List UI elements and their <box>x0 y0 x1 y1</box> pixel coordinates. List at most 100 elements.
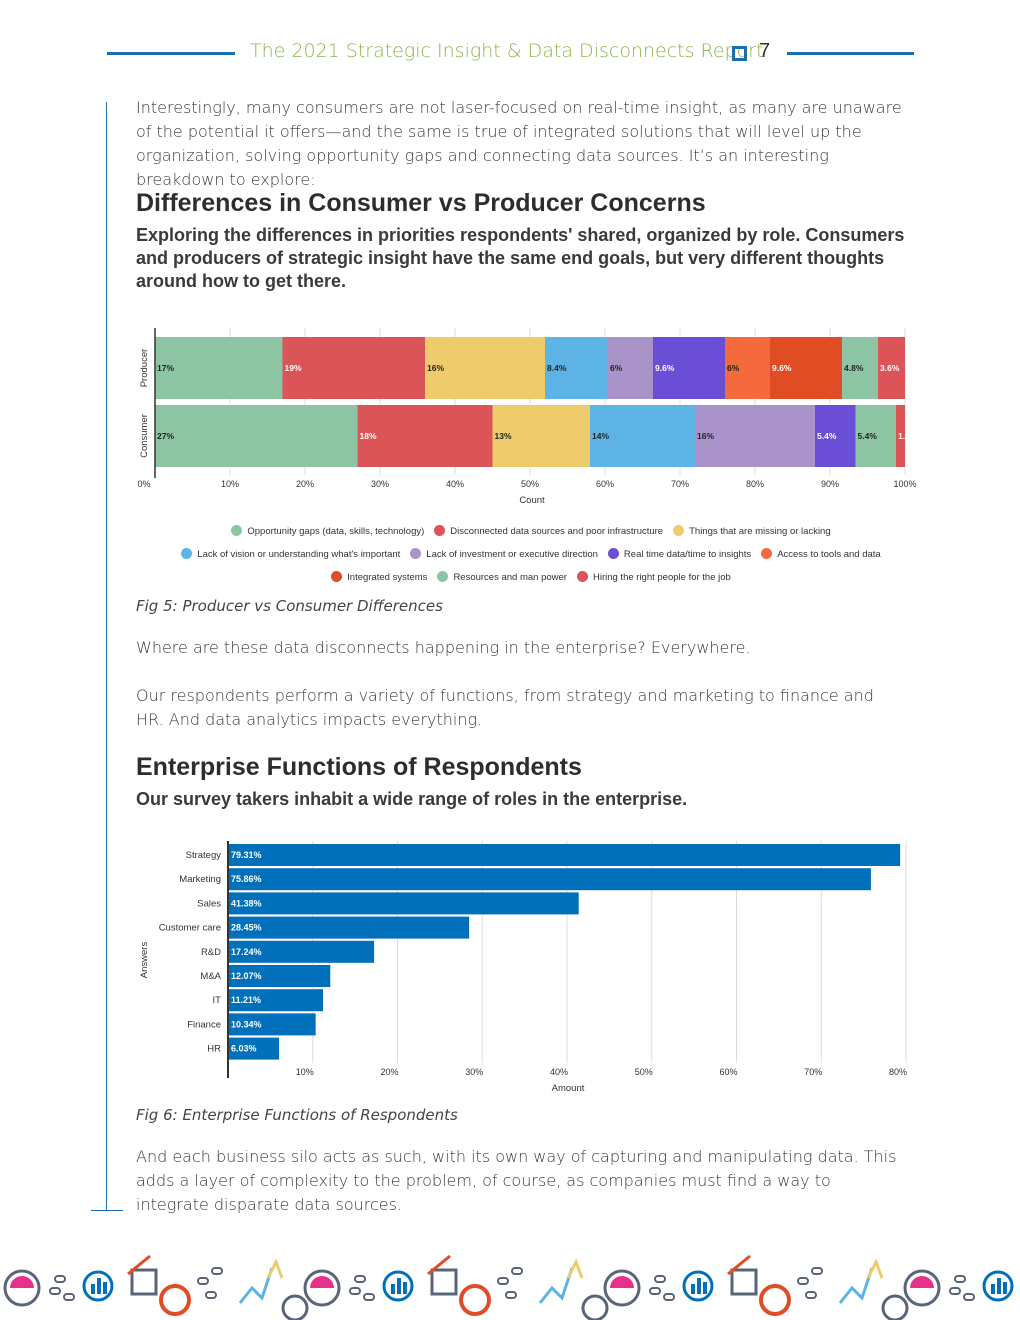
segment-value-label: 5.4% <box>817 431 837 441</box>
legend-dot-icon <box>181 548 193 559</box>
segment-value-label: 13% <box>495 431 512 441</box>
bar <box>229 868 871 891</box>
segment-value-label: 9.6% <box>772 363 792 373</box>
bar <box>229 844 901 866</box>
segment-value-label: 3.6% <box>880 363 900 373</box>
legend-label: Disconnected data sources and poor infra… <box>450 526 664 537</box>
bar-value-label: 11.21% <box>231 995 261 1005</box>
category-label: R&D <box>201 947 221 958</box>
segment-value-label: 4.8% <box>844 363 864 373</box>
header-rule-right <box>787 52 914 55</box>
x-tick-label: 0% <box>137 479 150 489</box>
bar-segment <box>155 405 358 467</box>
x-tick-label: 80% <box>889 1067 907 1077</box>
segment-value-label: 9.6% <box>655 363 675 373</box>
segment-value-label: 5.4% <box>858 431 878 441</box>
bar <box>229 1013 316 1036</box>
bar <box>229 916 470 939</box>
legend-label: Integrated systems <box>347 572 428 583</box>
decorative-footer-pattern <box>3 1254 1020 1320</box>
x-tick-label: 80% <box>746 479 764 489</box>
bar-segment <box>545 337 608 399</box>
bar-segment <box>878 337 905 399</box>
category-label: M&A <box>200 971 221 982</box>
legend-row: Opportunity gaps (data, skills, technolo… <box>136 520 926 543</box>
x-tick-label: 10% <box>221 479 239 489</box>
legend-label: Resources and man power <box>453 572 567 583</box>
bar-value-label: 28.45% <box>231 923 262 933</box>
category-label: HR <box>207 1044 221 1055</box>
bar-segment <box>855 405 896 467</box>
y-axis-title: Answers <box>139 942 150 979</box>
bar-value-label: 41.38% <box>231 898 262 908</box>
segment-value-label: 17% <box>157 363 174 373</box>
report-title: The 2021 Strategic Insight & Data Discon… <box>250 40 764 62</box>
x-tick-label: 50% <box>635 1067 653 1077</box>
legend-item: Lack of investment or executive directio… <box>410 543 598 566</box>
legend-label: Things that are missing or lacking <box>689 526 831 537</box>
left-margin-rule <box>106 102 107 1210</box>
segment-value-label: 6% <box>727 363 740 373</box>
x-tick-label: 40% <box>446 479 464 489</box>
category-label: Customer care <box>159 923 221 934</box>
legend-dot-icon <box>673 525 685 536</box>
category-label: Consumer <box>139 414 150 458</box>
bar-segment <box>770 337 842 399</box>
legend-label: Hiring the right people for the job <box>592 572 731 583</box>
x-tick-label: 60% <box>719 1067 737 1077</box>
legend-label: Opportunity gaps (data, skills, technolo… <box>247 526 425 537</box>
category-label: Producer <box>139 349 150 388</box>
bar-value-label: 79.31% <box>231 850 262 860</box>
segment-value-label: 19% <box>285 363 302 373</box>
x-tick-label: 10% <box>296 1067 314 1077</box>
x-tick-label: 20% <box>380 1067 398 1077</box>
bar <box>229 989 324 1012</box>
segment-value-label: 8.4% <box>547 363 567 373</box>
x-tick-label: 70% <box>804 1067 822 1077</box>
bar-value-label: 12.07% <box>231 971 262 981</box>
x-tick-label: 50% <box>521 479 539 489</box>
bar-segment <box>815 405 856 467</box>
legend-label: Access to tools and data <box>777 549 881 560</box>
bar <box>229 965 331 987</box>
legend-item: Disconnected data sources and poor infra… <box>434 520 663 543</box>
bar-segment <box>842 337 878 399</box>
legend-row: Lack of vision or understanding what's i… <box>136 543 926 566</box>
bar-segment <box>425 337 545 399</box>
segment-value-label: 14% <box>592 431 609 441</box>
category-label: Marketing <box>179 874 221 885</box>
bar <box>229 892 579 915</box>
paragraph-functions: Our respondents perform a variety of fun… <box>136 686 874 729</box>
header-rule-left <box>107 52 235 55</box>
segment-value-label: 1.2% <box>898 431 918 441</box>
bar-segment <box>896 405 905 467</box>
page-number: 7 <box>759 40 771 62</box>
x-tick-label: 30% <box>465 1067 483 1077</box>
x-tick-label: 100% <box>893 479 916 489</box>
bar-segment <box>608 337 653 399</box>
bar-value-label: 17.24% <box>231 947 262 957</box>
bar-segment <box>653 337 725 399</box>
legend-item: Real time data/time to insights <box>607 543 751 566</box>
legend-dot-icon <box>434 525 446 536</box>
legend-item: Lack of vision or understanding what's i… <box>181 543 400 566</box>
legend-label: Lack of vision or understanding what's i… <box>197 549 401 560</box>
legend-label: Lack of investment or executive directio… <box>426 549 598 560</box>
bar-value-label: 10.34% <box>231 1019 262 1029</box>
segment-value-label: 16% <box>427 363 444 373</box>
bar-segment <box>492 405 590 467</box>
legend-item: Integrated systems <box>331 566 427 589</box>
section-subtitle-consumer-producer: Exploring the differences in priorities … <box>136 225 905 291</box>
legend-dot-icon <box>437 571 449 582</box>
x-axis-title: Count <box>519 495 545 506</box>
fig6-caption: Fig 6: Enterprise Functions of Responden… <box>136 1106 458 1124</box>
segment-value-label: 18% <box>360 431 377 441</box>
legend-dot-icon <box>331 571 343 582</box>
legend-dot-icon <box>576 571 588 582</box>
section-title-enterprise-functions: Enterprise Functions of Respondents <box>136 753 582 781</box>
section-subtitle-enterprise-functions: Our survey takers inhabit a wide range o… <box>136 789 688 809</box>
x-tick-label: 90% <box>821 479 839 489</box>
legend-item: Access to tools and data <box>761 543 881 566</box>
x-tick-label: 20% <box>296 479 314 489</box>
legend-dot-icon <box>410 548 422 559</box>
